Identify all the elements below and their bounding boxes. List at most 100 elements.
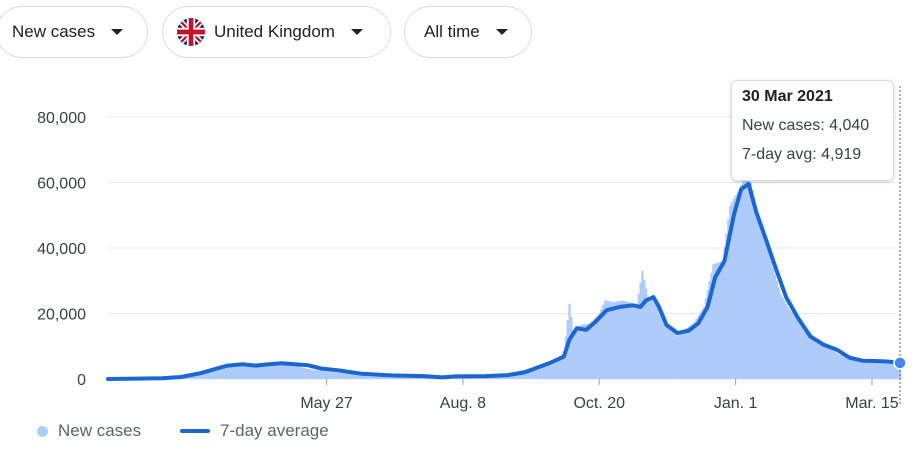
new-cases-bar — [247, 364, 250, 379]
new-cases-bar — [534, 366, 538, 379]
new-cases-bar — [538, 365, 541, 379]
new-cases-bar — [542, 364, 545, 379]
new-cases-bar — [249, 364, 252, 379]
new-cases-bar — [631, 303, 635, 379]
legend-7day-average[interactable]: 7-day average — [180, 421, 329, 441]
new-cases-bar — [779, 293, 782, 379]
new-cases-bar — [689, 324, 693, 379]
new-cases-bar — [344, 373, 347, 379]
new-cases-bar — [549, 361, 552, 379]
new-cases-bar — [207, 371, 211, 379]
new-cases-bar — [310, 369, 313, 379]
new-cases-bar — [237, 363, 241, 379]
new-cases-bar — [843, 356, 846, 379]
new-cases-bar — [544, 364, 547, 379]
new-cases-bar — [316, 370, 319, 379]
new-cases-bar — [353, 374, 356, 379]
new-cases-bar — [738, 189, 741, 379]
tooltip-new-cases-label: New cases: — [742, 117, 830, 134]
new-cases-bar — [749, 182, 752, 379]
new-cases-bar — [598, 313, 601, 379]
new-cases-bar — [234, 364, 237, 379]
new-cases-bar — [654, 302, 657, 379]
new-cases-bar — [667, 325, 670, 379]
new-cases-bar — [527, 368, 530, 379]
metric-dropdown[interactable]: New cases — [0, 6, 148, 58]
new-cases-bar — [192, 375, 196, 379]
new-cases-bar — [361, 374, 364, 379]
new-cases-bar — [329, 371, 332, 379]
new-cases-bar — [267, 364, 270, 379]
new-cases-bar — [648, 298, 651, 379]
new-cases-bar — [202, 373, 205, 379]
new-cases-bar — [702, 306, 706, 379]
tooltip-7day-avg: 7-day avg: 4,919 — [742, 146, 893, 175]
new-cases-bar — [673, 332, 676, 379]
new-cases-bar — [706, 289, 709, 379]
new-cases-bar — [697, 315, 700, 379]
new-cases-bar — [308, 369, 312, 379]
new-cases-bar — [265, 364, 269, 379]
new-cases-bar — [273, 363, 276, 379]
new-cases-bar — [764, 243, 767, 379]
new-cases-bar — [828, 346, 831, 379]
new-cases-bar — [402, 376, 405, 379]
new-cases-bar — [809, 333, 812, 379]
new-cases-bar — [822, 344, 825, 379]
new-cases-bar — [895, 364, 898, 379]
new-cases-bar — [773, 274, 777, 379]
new-cases-bar — [800, 321, 803, 379]
new-cases-bar — [826, 345, 829, 379]
new-cases-bar — [615, 301, 618, 379]
new-cases-bar — [727, 219, 730, 379]
region-dropdown[interactable]: United Kingdom — [162, 6, 391, 58]
new-cases-bar — [620, 300, 623, 379]
new-cases-bar — [882, 360, 885, 379]
new-cases-bar — [691, 323, 694, 379]
new-cases-bar — [671, 329, 674, 380]
new-cases-bar — [712, 264, 715, 380]
new-cases-bar — [652, 301, 655, 379]
x-tick-label: Oct. 20 — [573, 395, 625, 412]
new-cases-bar — [293, 365, 297, 379]
new-cases-bar — [594, 317, 597, 379]
new-cases-bar — [295, 366, 298, 379]
new-cases-bar — [863, 360, 866, 379]
y-tick-label: 40,000 — [37, 241, 86, 258]
new-cases-bar — [857, 359, 861, 379]
chevron-down-icon — [495, 29, 508, 35]
new-cases-bar — [351, 373, 354, 379]
new-cases-bar — [678, 334, 681, 379]
new-cases-bar — [835, 352, 838, 379]
new-cases-bar — [306, 368, 310, 379]
new-cases-bar — [859, 360, 863, 379]
new-cases-bar — [254, 364, 257, 379]
new-cases-bar — [617, 301, 620, 379]
new-cases-bar — [686, 328, 689, 379]
new-cases-bar — [290, 364, 293, 379]
new-cases-bar — [897, 365, 900, 379]
new-cases-bar — [320, 370, 323, 379]
new-cases-bar — [796, 317, 799, 379]
new-cases-bar — [885, 361, 889, 379]
new-cases-bar — [716, 263, 719, 379]
new-cases-bar — [744, 175, 747, 379]
new-cases-bar — [581, 324, 584, 379]
new-cases-bar — [758, 221, 762, 379]
new-cases-bar — [891, 362, 894, 379]
new-cases-bar — [232, 364, 235, 379]
legend-label-new-cases: New cases — [58, 421, 142, 440]
new-cases-bar — [250, 364, 254, 379]
new-cases-bar — [374, 375, 377, 379]
new-cases-bar — [282, 363, 285, 379]
time-range-dropdown[interactable]: All time — [404, 6, 532, 58]
new-cases-bar — [211, 370, 214, 379]
new-cases-bar — [235, 364, 239, 379]
new-cases-bar — [768, 255, 771, 379]
new-cases-bar — [570, 316, 573, 379]
legend-new-cases[interactable]: New cases — [37, 421, 141, 441]
new-cases-bar — [747, 180, 750, 379]
new-cases-bar — [659, 311, 663, 379]
new-cases-bar — [854, 359, 857, 379]
